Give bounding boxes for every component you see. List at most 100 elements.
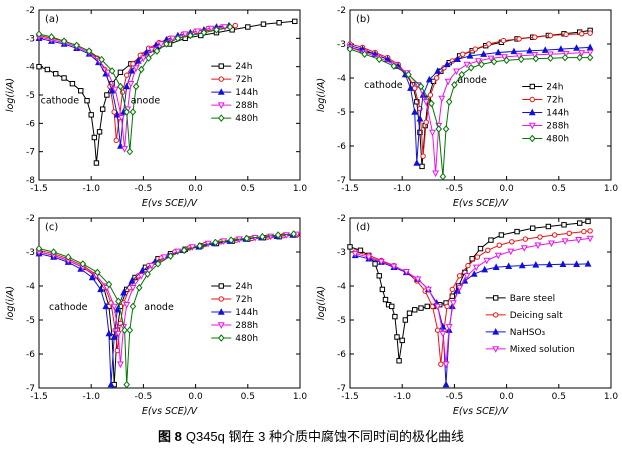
svg-text:-8: -8: [26, 176, 35, 186]
svg-text:-7: -7: [26, 148, 35, 158]
polarization-chart: -1.5 -1.0 -0.5 0.0 0.5 1.0 -7 -6 -5 -4 -3 -2 E(vs SC…: [316, 214, 618, 417]
svg-text:-1.5: -1.5: [341, 184, 359, 194]
series-mixed-solution: [351, 235, 594, 369]
x-axis-label: E(vs SCE)/V: [452, 406, 509, 417]
svg-text:1.0: 1.0: [292, 184, 307, 194]
panel-label: (b): [356, 14, 370, 25]
svg-text:-2: -2: [337, 6, 346, 16]
legend-label: 72h: [235, 295, 252, 305]
figure-caption: 图 8 Q345q 钢在 3 种介质中腐蚀不同时间的极化曲线: [0, 426, 622, 445]
x-axis-label: E(vs SCE)/V: [452, 198, 509, 209]
y-axis-label: log(i/A): [5, 286, 16, 320]
svg-text:0.5: 0.5: [240, 392, 254, 402]
svg-text:-1.5: -1.5: [341, 392, 359, 402]
svg-text:-1.0: -1.0: [82, 184, 100, 194]
svg-text:-7: -7: [26, 384, 35, 394]
svg-text:-5: -5: [26, 316, 35, 326]
svg-text:-0.5: -0.5: [445, 392, 463, 402]
panel-c: -1.5 -1.0 -0.5 0.0 0.5 1.0 -7 -6 -5 -4 -3 -2 E(vs SC…: [3, 210, 309, 418]
svg-text:-4: -4: [26, 63, 35, 73]
svg-text:1.0: 1.0: [292, 392, 307, 402]
svg-text:0.5: 0.5: [551, 392, 565, 402]
caption-label: 图 8: [158, 429, 182, 444]
legend-label: 480h: [235, 334, 258, 344]
svg-text:-3: -3: [337, 248, 346, 258]
polarization-chart: -1.5 -1.0 -0.5 0.0 0.5 1.0 -8 -7 -6 -5 -4 -3 -2 E(vs …: [5, 6, 307, 209]
legend-label: 144h: [235, 88, 258, 98]
svg-text:-6: -6: [26, 119, 35, 129]
svg-text:1.0: 1.0: [603, 184, 618, 194]
svg-text:-0.5: -0.5: [134, 184, 152, 194]
legend-label: 288h: [546, 122, 569, 132]
panel-label: (c): [45, 222, 58, 233]
svg-text:-2: -2: [26, 6, 35, 16]
annotation-cathode: cathode: [40, 96, 79, 107]
caption-text: Q345q 钢在 3 种介质中腐蚀不同时间的极化曲线: [185, 429, 464, 444]
y-axis-label: log(i/A): [5, 78, 16, 112]
svg-text:0.0: 0.0: [188, 392, 203, 402]
y-axis-label: log(i/A): [316, 78, 327, 112]
svg-text:-5: -5: [26, 91, 35, 101]
series-72h: [35, 232, 300, 354]
axes: -1.5 -1.0 -0.5 0.0 0.5 1.0 -7 -6 -5 -4 -3 -2 E(vs SC…: [316, 6, 618, 209]
panel-label: (d): [356, 222, 370, 233]
svg-text:-5: -5: [337, 108, 346, 118]
legend-label: 72h: [546, 96, 563, 106]
panel-b: -1.5 -1.0 -0.5 0.0 0.5 1.0 -7 -6 -5 -4 -3 -2 E(vs SC…: [314, 2, 620, 210]
annotation-cathode: cathode: [364, 80, 403, 91]
legend-label: 24h: [546, 83, 563, 93]
legend-label: 144h: [546, 109, 569, 119]
y-axis-label: log(i/A): [316, 286, 327, 320]
svg-text:-7: -7: [337, 176, 346, 186]
annotation-cathode: cathode: [48, 302, 87, 313]
series-bare-steel: [346, 218, 591, 364]
svg-text:-1.5: -1.5: [30, 184, 48, 194]
legend: 24h 72h 144h 288h 480h: [210, 282, 258, 344]
legend-label: 144h: [235, 308, 258, 318]
svg-text:1.0: 1.0: [603, 392, 618, 402]
legend-label: NaHSO₃: [509, 328, 545, 338]
legend: 24h 72h 144h 288h 480h: [521, 83, 569, 145]
panel-label: (a): [45, 14, 59, 25]
x-axis-label: E(vs SCE)/V: [141, 406, 198, 417]
axes: -1.5 -1.0 -0.5 0.0 0.5 1.0 -7 -6 -5 -4 -3 -2 E(vs SC…: [5, 214, 307, 417]
svg-text:0.0: 0.0: [499, 184, 514, 194]
svg-text:-4: -4: [337, 74, 346, 84]
svg-text:-6: -6: [337, 350, 346, 360]
svg-text:-3: -3: [26, 248, 35, 258]
annotation-anode: anode: [457, 75, 487, 86]
svg-text:-4: -4: [337, 282, 346, 292]
svg-text:-1.0: -1.0: [393, 184, 411, 194]
svg-text:0.0: 0.0: [188, 184, 203, 194]
legend-label: 288h: [235, 321, 258, 331]
svg-text:-3: -3: [337, 40, 346, 50]
legend-label: 288h: [235, 101, 258, 111]
annotation-anode: anode: [144, 302, 174, 313]
legend-label: Mixed solution: [509, 345, 574, 355]
panel-a: -1.5 -1.0 -0.5 0.0 0.5 1.0 -8 -7 -6 -5 -4 -3 -2 E(vs …: [3, 2, 309, 210]
polarization-chart: -1.5 -1.0 -0.5 0.0 0.5 1.0 -7 -6 -5 -4 -3 -2 E(vs SC…: [316, 6, 618, 209]
polarization-chart: -1.5 -1.0 -0.5 0.0 0.5 1.0 -7 -6 -5 -4 -3 -2 E(vs SC…: [5, 214, 307, 417]
svg-text:0.5: 0.5: [240, 184, 254, 194]
axes: -1.5 -1.0 -0.5 0.0 0.5 1.0 -8 -7 -6 -5 -4 -3 -2 E(vs …: [5, 6, 307, 209]
svg-text:0.0: 0.0: [499, 392, 514, 402]
svg-text:-6: -6: [26, 350, 35, 360]
svg-text:-1.5: -1.5: [30, 392, 48, 402]
legend-label: 24h: [235, 282, 252, 292]
legend-label: 480h: [546, 135, 569, 145]
x-axis-label: E(vs SCE)/V: [141, 198, 198, 209]
panel-d: -1.5 -1.0 -0.5 0.0 0.5 1.0 -7 -6 -5 -4 -3 -2 E(vs SC…: [314, 210, 620, 418]
legend: 24h 72h 144h 288h 480h: [210, 62, 258, 124]
svg-text:-3: -3: [26, 34, 35, 44]
legend-label: 72h: [235, 75, 252, 85]
panel-grid: -1.5 -1.0 -0.5 0.0 0.5 1.0 -8 -7 -6 -5 -4 -3 -2 E(vs …: [0, 2, 622, 418]
svg-text:-1.0: -1.0: [393, 392, 411, 402]
axes: -1.5 -1.0 -0.5 0.0 0.5 1.0 -7 -6 -5 -4 -3 -2 E(vs SC…: [316, 214, 618, 417]
series-480h: [35, 230, 297, 389]
series-480h: [35, 23, 233, 156]
legend: Bare steel Deicing salt NaHSO₃ Mixed soluti…: [485, 294, 574, 355]
svg-text:-2: -2: [337, 214, 346, 224]
svg-text:0.5: 0.5: [551, 184, 565, 194]
svg-text:-6: -6: [337, 142, 346, 152]
